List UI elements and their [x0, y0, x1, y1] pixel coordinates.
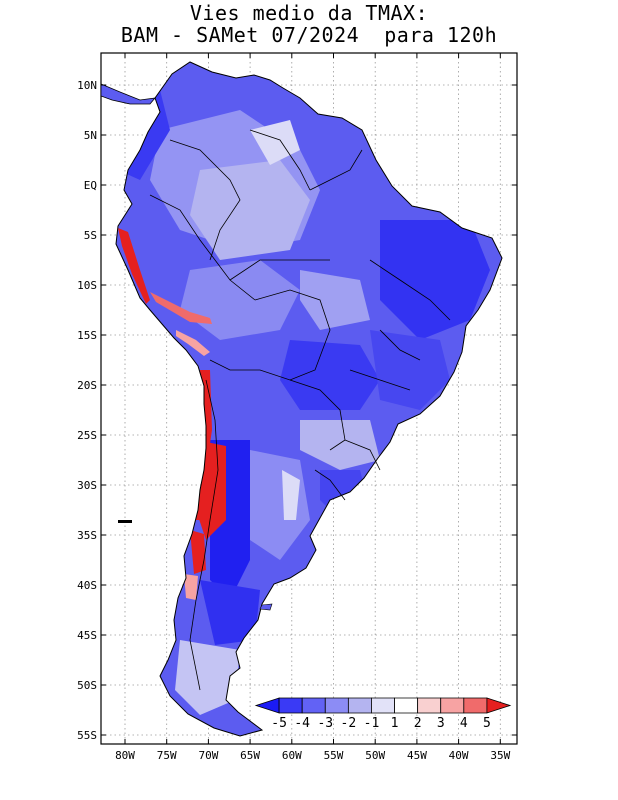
border-brazil-south	[344, 439, 381, 471]
central-america	[101, 83, 156, 105]
patch-venezuela-pale	[250, 120, 300, 165]
lon-label: 65W	[240, 749, 260, 762]
colorbar-swatch	[440, 697, 465, 714]
colorbar-label: 3	[437, 716, 445, 731]
latitude-labels: 10N 5N EQ 5S 10S 15S 20S 25S 30S 35S 40S 45S 50S 55S	[77, 79, 97, 742]
border-state-2	[379, 329, 421, 361]
border-guianas	[309, 149, 363, 191]
map-title-line2: BAM - SAMet 07/2024 para 120h	[120, 23, 498, 47]
lat-label: 20S	[77, 379, 97, 392]
island-juan-fernandez	[118, 520, 132, 523]
colorbar-label: -2	[341, 716, 357, 731]
colorbar-swatch	[324, 697, 349, 714]
border-uruguay	[314, 469, 346, 501]
border-paraguay	[289, 379, 346, 451]
colorbar-swatch	[486, 697, 512, 714]
lat-label: 40S	[77, 579, 97, 592]
colorbar-label: -1	[364, 716, 380, 731]
lat-label: 50S	[77, 679, 97, 692]
lon-label: 75W	[157, 749, 177, 762]
lat-label: 30S	[77, 479, 97, 492]
colorbar-label: 1	[391, 716, 399, 731]
patch-center-deep	[280, 340, 380, 410]
map-title-line1: Vies medio da TMAX:	[189, 1, 429, 25]
border-chile-argentina	[189, 379, 219, 691]
island-valdes	[259, 603, 273, 611]
colorbar-label: 5	[483, 716, 491, 731]
border-colombia	[169, 139, 241, 261]
patch-northeast-deep	[380, 220, 490, 340]
colorbar-swatch	[394, 697, 419, 714]
coastline	[115, 61, 503, 737]
lon-label: 80W	[115, 749, 135, 762]
lat-label: 5S	[84, 229, 97, 242]
warm-band-peru-coast	[118, 228, 150, 304]
lat-label: 35S	[77, 529, 97, 542]
patch-pampa-pale	[282, 470, 300, 520]
colorbar-swatch	[371, 697, 395, 714]
lon-label: 45W	[407, 749, 427, 762]
colorbar-swatch	[347, 697, 372, 714]
map-title: Vies medio da TMAX: BAM - SAMet 07/2024 …	[0, 2, 618, 46]
colorbar-label: 2	[414, 716, 422, 731]
lat-label: 10N	[77, 79, 97, 92]
patch-south-pale	[175, 640, 240, 715]
country-borders	[149, 129, 451, 691]
warm-band-chile-south	[190, 530, 206, 574]
patch-patagonia-deep	[200, 580, 260, 645]
border-bolivia	[209, 289, 331, 381]
lat-label: EQ	[84, 179, 97, 192]
colorbar-swatch	[278, 697, 303, 714]
border-peru-brazil	[229, 259, 330, 281]
lat-label: 25S	[77, 429, 97, 442]
lat-label: 45S	[77, 629, 97, 642]
border-state-1	[369, 259, 451, 321]
lon-label: 50W	[365, 749, 385, 762]
lon-label: 60W	[282, 749, 302, 762]
colorbar-swatch	[463, 697, 488, 714]
patch-southeast-deep	[370, 330, 450, 410]
lat-label: 15S	[77, 329, 97, 342]
lat-label: 55S	[77, 729, 97, 742]
colorbar-swatch	[417, 697, 442, 714]
warm-band-chile-lakes	[184, 574, 198, 600]
axis-ticks	[101, 53, 517, 744]
colorbar-label: -5	[271, 716, 287, 731]
warm-band-bolivia	[176, 330, 210, 356]
lat-label: 5N	[84, 129, 97, 142]
patch-amazon-light	[190, 160, 310, 260]
colorbar-label: -3	[317, 716, 333, 731]
border-ecuador-peru	[149, 194, 256, 301]
patch-central-light	[300, 270, 370, 330]
border-venezuela	[249, 129, 311, 191]
longitude-labels: 80W 75W 70W 65W 60W 55W 50W 45W 40W 35W	[115, 749, 511, 762]
colorbar: -5 -4 -3 -2 -1 1 2 3 4 5	[254, 697, 512, 731]
lon-label: 55W	[324, 749, 344, 762]
colorbar-label: -4	[294, 716, 310, 731]
warm-band-peru-andes	[150, 292, 212, 324]
lon-label: 70W	[198, 749, 218, 762]
lat-label: 10S	[77, 279, 97, 292]
lon-label: 35W	[490, 749, 510, 762]
lon-label: 40W	[449, 749, 469, 762]
patch-parana-light	[300, 420, 380, 470]
colorbar-swatch	[301, 697, 326, 714]
border-state-3	[349, 369, 411, 391]
colorbar-label: 4	[460, 716, 468, 731]
